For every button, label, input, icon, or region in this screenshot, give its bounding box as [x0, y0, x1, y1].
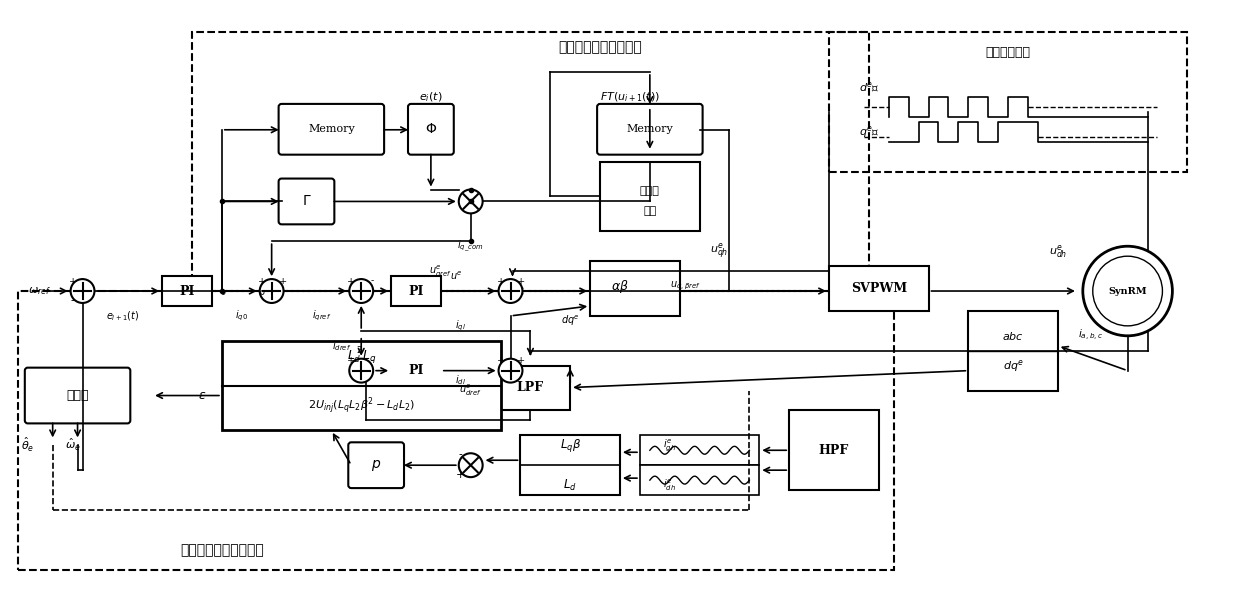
Bar: [491, 366, 570, 411]
Circle shape: [71, 279, 94, 303]
Text: $e_{i+1}(t)$: $e_{i+1}(t)$: [105, 309, 139, 323]
Text: +: +: [258, 277, 265, 285]
Text: PI: PI: [408, 364, 424, 377]
Text: $p$: $p$: [371, 457, 381, 473]
FancyBboxPatch shape: [25, 368, 130, 423]
Text: $u^e_{qref}$: $u^e_{qref}$: [429, 263, 453, 279]
Text: $u^e_{dref}$: $u^e_{dref}$: [459, 383, 482, 398]
Bar: [391, 276, 441, 306]
Text: +: +: [279, 277, 286, 285]
FancyBboxPatch shape: [348, 442, 404, 488]
Text: $\circ$: $\circ$: [258, 284, 265, 298]
Text: 观测器: 观测器: [66, 389, 89, 402]
Text: $\hat{\theta}_e$: $\hat{\theta}_e$: [21, 436, 35, 454]
Bar: [222, 341, 501, 430]
Text: -: -: [371, 356, 373, 365]
Text: 频域迭代学习控制模块: 频域迭代学习控制模块: [558, 40, 642, 54]
Text: 傅里叶: 傅里叶: [640, 187, 660, 196]
Text: $dq^e$: $dq^e$: [1003, 358, 1024, 374]
Circle shape: [1083, 246, 1172, 336]
Text: $u^e_{qh}$: $u^e_{qh}$: [711, 241, 729, 261]
Text: $\hat{\omega}_e$: $\hat{\omega}_e$: [64, 437, 81, 453]
Bar: [830, 33, 1188, 171]
FancyBboxPatch shape: [279, 178, 335, 225]
Text: $\varepsilon$: $\varepsilon$: [198, 389, 206, 402]
Text: $i_{q0}$: $i_{q0}$: [236, 309, 248, 323]
Text: Memory: Memory: [626, 124, 673, 134]
Text: +: +: [496, 277, 505, 285]
Bar: [590, 261, 680, 316]
Text: SynRM: SynRM: [1109, 287, 1147, 296]
Text: $\alpha\beta$: $\alpha\beta$: [611, 278, 629, 294]
Bar: [391, 356, 441, 385]
Bar: [162, 276, 212, 306]
Text: $i_{ql}$: $i_{ql}$: [455, 319, 466, 333]
Text: $\omega_{ref}$: $\omega_{ref}$: [27, 285, 51, 297]
Text: -: -: [459, 450, 463, 460]
Circle shape: [350, 359, 373, 382]
Bar: [600, 161, 699, 231]
FancyBboxPatch shape: [279, 104, 384, 155]
Text: HPF: HPF: [818, 444, 849, 457]
Text: 双轴高频注入: 双轴高频注入: [986, 46, 1030, 59]
Text: $L_q\beta$: $L_q\beta$: [559, 437, 580, 454]
Bar: [830, 266, 929, 311]
Circle shape: [459, 190, 482, 213]
Circle shape: [459, 453, 482, 477]
Bar: [640, 465, 759, 495]
Text: SVPWM: SVPWM: [851, 281, 906, 294]
Text: +: +: [517, 277, 526, 285]
Text: -: -: [71, 296, 74, 306]
Bar: [192, 33, 869, 291]
Text: 位置估计信号处理过程: 位置估计信号处理过程: [180, 543, 264, 557]
Text: $abc$: $abc$: [1002, 330, 1024, 342]
Text: +: +: [347, 277, 356, 285]
Text: $u^e$: $u^e$: [450, 270, 463, 282]
Text: $FT(u_{i+1}(t))$: $FT(u_{i+1}(t))$: [600, 90, 660, 104]
Text: $i_{a,b,c}$: $i_{a,b,c}$: [1078, 328, 1104, 343]
Text: $e_i(t)$: $e_i(t)$: [419, 90, 443, 104]
Text: -: -: [371, 277, 373, 285]
Text: +: +: [496, 356, 505, 365]
Text: $d^e$轴: $d^e$轴: [859, 80, 879, 94]
Text: $i^e_{dh}$: $i^e_{dh}$: [663, 478, 676, 493]
Circle shape: [1092, 256, 1162, 326]
Text: $q^e$轴: $q^e$轴: [859, 124, 879, 140]
Bar: [640, 436, 759, 465]
Circle shape: [498, 279, 522, 303]
Text: +: +: [347, 356, 356, 365]
Text: +: +: [68, 277, 77, 285]
Text: $\circ$: $\circ$: [218, 284, 226, 298]
Text: +: +: [456, 470, 465, 480]
FancyBboxPatch shape: [408, 104, 454, 155]
Text: $i_{qref}$: $i_{qref}$: [311, 309, 331, 323]
Text: $2U_{inj}(L_qL_2\beta^2 - L_dL_2)$: $2U_{inj}(L_qL_2\beta^2 - L_dL_2)$: [308, 395, 415, 416]
Text: $i_{q\_com}$: $i_{q\_com}$: [458, 239, 484, 254]
Bar: [521, 436, 620, 495]
Text: 变换: 变换: [644, 206, 656, 216]
Circle shape: [350, 279, 373, 303]
Text: Memory: Memory: [308, 124, 355, 134]
Text: $L_d$: $L_d$: [563, 478, 577, 493]
Text: $u^e_{dh}$: $u^e_{dh}$: [1049, 243, 1068, 259]
Text: $i_{dref}$: $i_{dref}$: [331, 339, 351, 353]
Text: $i_{dl}$: $i_{dl}$: [455, 374, 466, 388]
Text: $u_{\alpha,\beta ref}$: $u_{\alpha,\beta ref}$: [670, 280, 701, 292]
Bar: [789, 411, 879, 490]
Circle shape: [498, 359, 522, 382]
Circle shape: [259, 279, 284, 303]
Text: LPF: LPF: [517, 381, 544, 394]
Text: $\Phi$: $\Phi$: [425, 122, 436, 136]
Text: $i^e_{gh}$: $i^e_{gh}$: [663, 437, 676, 453]
Text: $L_d^{\,2}L_q$: $L_d^{\,2}L_q$: [346, 345, 376, 366]
Bar: [968, 311, 1058, 391]
Bar: [17, 291, 894, 570]
Text: PI: PI: [180, 284, 195, 297]
FancyBboxPatch shape: [598, 104, 703, 155]
Text: $\Gamma$: $\Gamma$: [301, 194, 311, 209]
Text: +: +: [517, 356, 526, 365]
Text: PI: PI: [408, 284, 424, 297]
Text: $dq^e$: $dq^e$: [560, 314, 579, 328]
